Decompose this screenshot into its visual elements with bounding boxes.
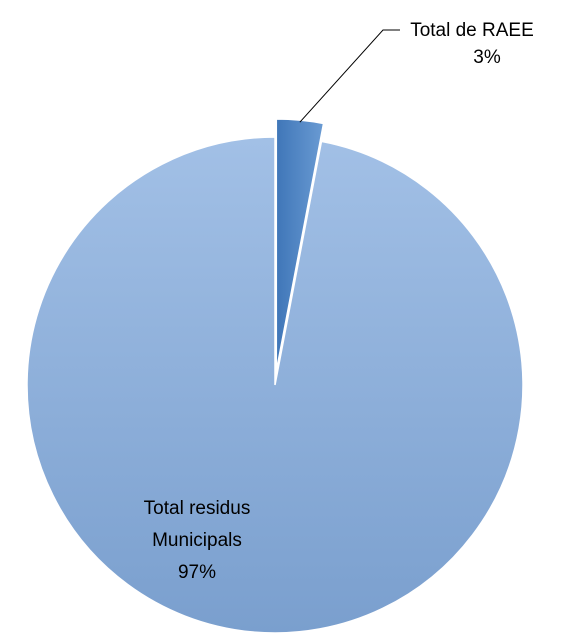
- data-label-residus-name: Municipals: [152, 530, 242, 551]
- pie-slice-raee: [275, 118, 325, 372]
- leader-line-raee: [299, 29, 400, 123]
- pie-slice-residus-municipals: [26, 136, 524, 634]
- data-label-raee-name: Total de RAEE: [410, 20, 534, 41]
- labels-layer: Total de RAEE 3% Total residus Municipals 97…: [144, 20, 534, 583]
- slices-layer: [26, 118, 524, 634]
- data-label-residus-percent: 97%: [178, 562, 216, 583]
- data-label-raee-percent: 3%: [473, 47, 501, 68]
- data-label-residus-name: Total residus: [144, 498, 251, 519]
